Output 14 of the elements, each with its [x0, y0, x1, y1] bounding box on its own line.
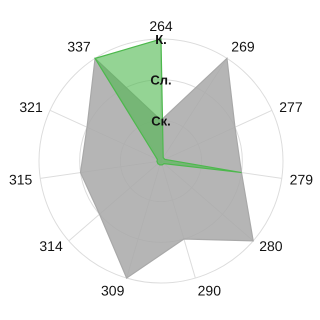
y-tick-label: К. [155, 32, 167, 47]
spoke-label: 290 [198, 282, 222, 299]
spoke-label: 337 [67, 38, 91, 55]
spoke-label: 315 [8, 171, 33, 188]
spoke-label: 314 [39, 238, 63, 254]
spoke-label: 277 [279, 98, 303, 115]
spoke-label: 279 [290, 171, 314, 188]
spoke-label: 269 [231, 38, 255, 55]
y-tick-label: Сл. [150, 72, 172, 88]
y-tick-label: Ск. [151, 113, 171, 128]
spoke-label: 309 [101, 282, 125, 299]
spoke-label: 264 [149, 18, 173, 34]
spoke-label: 280 [259, 238, 283, 254]
spoke-label: 321 [19, 98, 43, 115]
